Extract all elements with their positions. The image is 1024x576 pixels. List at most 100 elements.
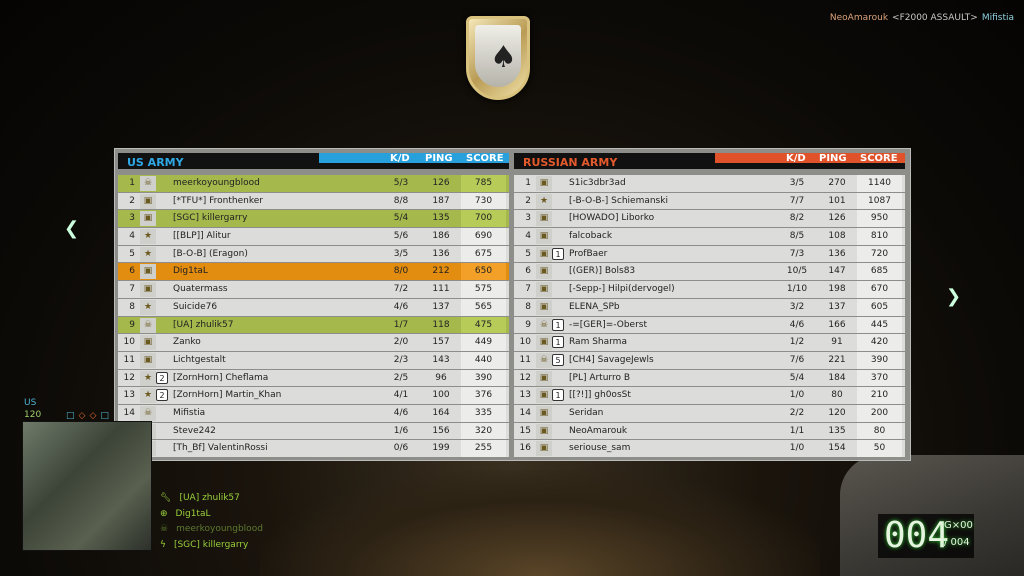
- player-ping: 120: [828, 407, 846, 418]
- kill-feed: NeoAmarouk <F2000 ASSAULT> Mifistia: [830, 13, 1014, 23]
- star-rank-icon: ★: [140, 299, 156, 315]
- player-kd: 1/6: [393, 425, 409, 436]
- player-name: -=[GER]=-Oberst: [569, 319, 648, 330]
- rank-rank-icon: ▣: [140, 193, 156, 209]
- rank-rank-icon: ▣: [536, 405, 552, 421]
- magazine-count: 004: [884, 515, 950, 556]
- player-row[interactable]: 7 ▣ Quatermass 7/2 111 575: [118, 281, 509, 298]
- player-row[interactable]: 15 ▣ NeoAmarouk 1/1 135 80: [514, 422, 905, 440]
- player-ping: 154: [828, 443, 846, 454]
- player-score: 210: [857, 387, 902, 404]
- player-score: 675: [461, 245, 506, 263]
- player-row[interactable]: 5 ▣ 1 ProfBaer 7/3 136 720: [514, 245, 905, 263]
- player-row[interactable]: 11 ▣ Lichtgestalt 2/3 143 440: [118, 351, 509, 369]
- rank-rank-icon: ▣: [536, 229, 552, 245]
- player-ping: 143: [432, 354, 450, 365]
- objective-markers: □ ◇ ◇ □: [66, 411, 109, 421]
- star-rank-icon: ★: [140, 246, 156, 262]
- player-row[interactable]: 13 ★ 2 [ZornHorn] Martin_Khan 4/1 100 376: [118, 387, 509, 404]
- player-row[interactable]: 10 ▣ Zanko 2/0 157 449: [118, 334, 509, 351]
- player-ping: 96: [435, 372, 447, 383]
- player-kd: 3/5: [789, 178, 805, 188]
- victim-name: Mifistia: [981, 13, 1014, 23]
- player-score: 730: [461, 192, 506, 210]
- player-row[interactable]: 2 ▣ [*TFU*] Fronthenker 8/8 187 730: [118, 192, 509, 210]
- rank-rank-icon: ▣: [140, 352, 156, 368]
- player-ping: 270: [828, 178, 846, 188]
- player-row[interactable]: 11 ☠ 5 [CH4] SavageJewls 7/6 221 390: [514, 351, 905, 369]
- player-rank: 12: [123, 372, 135, 383]
- player-row[interactable]: 13 ▣ 1 [[?!]] gh0osSt 1/0 80 210: [514, 387, 905, 404]
- player-kd: 7/3: [789, 248, 805, 259]
- player-rank: 15: [519, 425, 531, 436]
- player-name: [SGC] killergarry: [173, 213, 248, 224]
- player-score: 690: [461, 228, 506, 245]
- player-rank: 6: [525, 266, 531, 277]
- player-name: [UA] zhulik57: [173, 319, 234, 330]
- player-row[interactable]: 12 ▣ [PL] Arturro B 5/4 184 370: [514, 369, 905, 387]
- player-row[interactable]: 2 ★ [-B-O-B-] Schiemanski 7/7 101 1087: [514, 192, 905, 210]
- player-row[interactable]: 14 ☠ Mifistia 4/6 164 335: [118, 404, 509, 422]
- player-kd: 10/5: [786, 266, 808, 277]
- player-row[interactable]: 14 ▣ Seridan 2/2 120 200: [514, 404, 905, 422]
- player-kd: 3/5: [393, 248, 409, 259]
- scoreboard: US ARMY K/D PING SCORE 1 ☠ meerkoyoungbloo…: [114, 148, 911, 461]
- player-row[interactable]: 9 ☠ 1 -=[GER]=-Oberst 4/6 166 445: [514, 316, 905, 334]
- player-rank: 9: [129, 319, 135, 330]
- player-kd: 4/6: [789, 319, 805, 330]
- squad-member-name: [UA] zhulik57: [179, 493, 240, 503]
- player-kd: 4/1: [393, 390, 409, 401]
- player-name: [PL] Arturro B: [569, 372, 631, 383]
- player-kd: 1/7: [393, 319, 409, 330]
- rubble: [260, 470, 820, 576]
- player-ping: 135: [432, 213, 450, 224]
- player-name: [Th_Bf] ValentinRossi: [173, 443, 268, 454]
- player-name: [*TFU*] Fronthenker: [173, 195, 263, 206]
- ping-header: PING: [819, 153, 847, 164]
- player-name: meerkoyoungblood: [173, 178, 260, 188]
- player-row[interactable]: 12 ★ 2 [ZornHorn] Cheflama 2/5 96 390: [118, 369, 509, 387]
- skull-rank-icon: ☠: [140, 176, 156, 191]
- player-kd: 2/2: [789, 407, 805, 418]
- player-ping: 212: [432, 266, 450, 277]
- lightning-icon: ϟ: [160, 540, 166, 551]
- player-row[interactable]: 6 ▣ [(GER)] Bols83 10/5 147 685: [514, 263, 905, 281]
- star-rank-icon: ★: [140, 370, 156, 386]
- right-arrow-icon[interactable]: ❯: [946, 286, 962, 307]
- player-row[interactable]: 10 ▣ 1 Ram Sharma 1/2 91 420: [514, 334, 905, 351]
- player-row[interactable]: 5 ★ [B-O-B] (Eragon) 3/5 136 675: [118, 245, 509, 263]
- skull-rank-icon: ☠: [140, 405, 156, 421]
- player-row[interactable]: 1 ▣ S1ic3dbr3ad 3/5 270 1140: [514, 175, 905, 192]
- player-rank: 6: [129, 266, 135, 277]
- player-row[interactable]: 3 ▣ [HOWADO] Liborko 8/2 126 950: [514, 210, 905, 228]
- player-row[interactable]: 8 ★ Suicide76 4/6 137 565: [118, 298, 509, 316]
- player-kd: 0/6: [393, 443, 409, 454]
- player-ping: 100: [432, 390, 450, 401]
- player-row[interactable]: 4 ★ [[BLP]] Alitur 5/6 186 690: [118, 228, 509, 245]
- left-arrow-icon[interactable]: ❮: [64, 218, 80, 239]
- player-name: [(GER)] Bols83: [569, 266, 636, 277]
- player-row[interactable]: 9 ☠ [UA] zhulik57 1/7 118 475: [118, 316, 509, 334]
- rank-rank-icon: ▣: [536, 423, 552, 439]
- player-name: [-B-O-B-] Schiemanski: [569, 195, 668, 206]
- player-row[interactable]: 7 ▣ [-Sepp-] Hilpi(dervogel) 1/10 198 670: [514, 281, 905, 298]
- player-row[interactable]: 1 ☠ meerkoyoungblood 5/3 126 785: [118, 175, 509, 192]
- rank-rank-icon: ▣: [536, 299, 552, 315]
- player-row[interactable]: 3 ▣ [SGC] killergarry 5/4 135 700: [118, 210, 509, 228]
- player-rank: 1: [129, 178, 135, 188]
- player-name: Lichtgestalt: [173, 354, 226, 365]
- player-row[interactable]: 8 ▣ ELENA_SPb 3/2 137 605: [514, 298, 905, 316]
- player-name: seriouse_sam: [569, 443, 631, 454]
- player-name: Mifistia: [173, 407, 206, 418]
- player-name: falcoback: [569, 231, 613, 242]
- player-row[interactable]: 4 ▣ falcoback 8/5 108 810: [514, 228, 905, 245]
- player-name: Steve242: [173, 425, 216, 436]
- player-score: 700: [461, 210, 506, 228]
- player-ping: 198: [828, 284, 846, 295]
- player-score: 255: [461, 440, 506, 457]
- player-row[interactable]: 6 ▣ Dig1taL 8/0 212 650: [118, 263, 509, 281]
- player-row[interactable]: 16 ▣ seriouse_sam 1/0 154 50: [514, 440, 905, 457]
- player-kd: 1/0: [789, 390, 805, 401]
